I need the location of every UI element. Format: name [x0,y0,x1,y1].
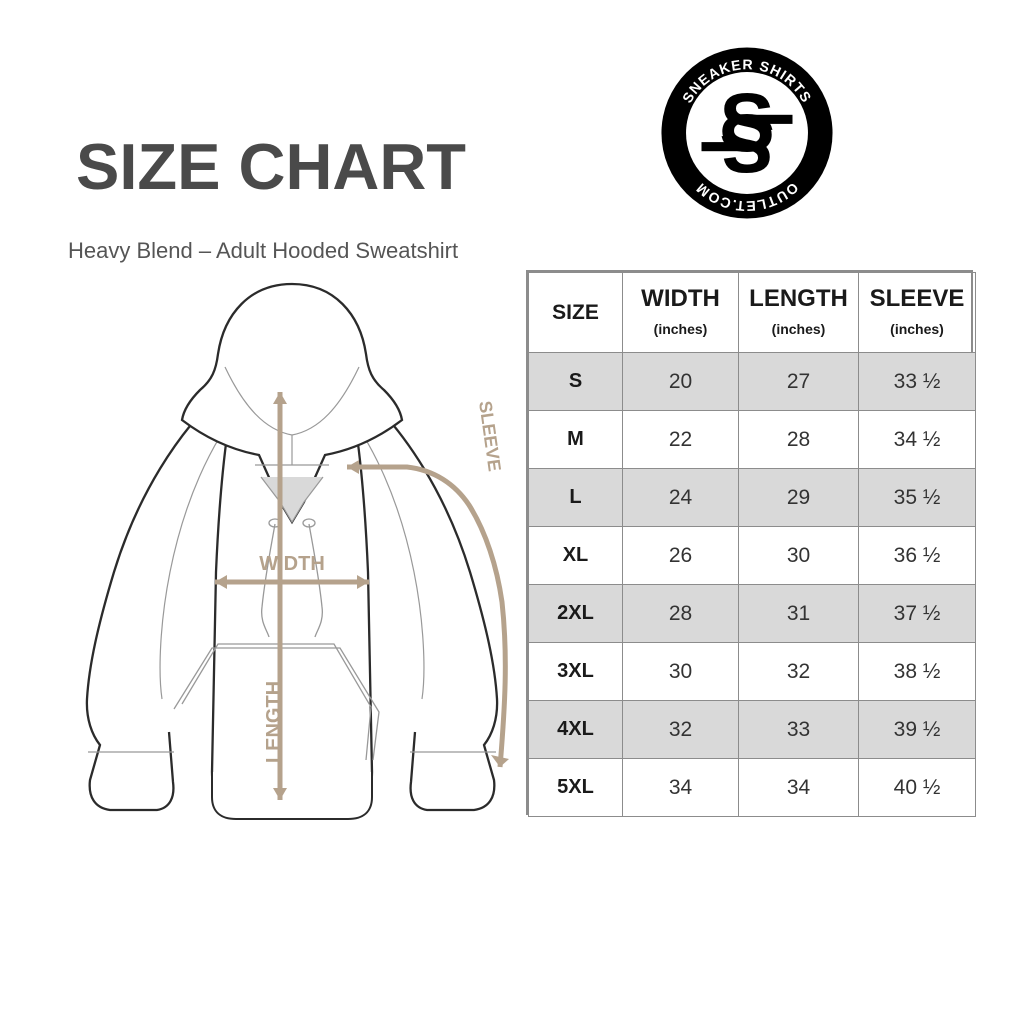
svg-text:S: S [719,97,775,191]
svg-text:LENGTH: LENGTH [263,681,285,763]
svg-text:WIDTH: WIDTH [259,553,325,575]
svg-text:SLEEVE: SLEEVE [475,400,505,473]
